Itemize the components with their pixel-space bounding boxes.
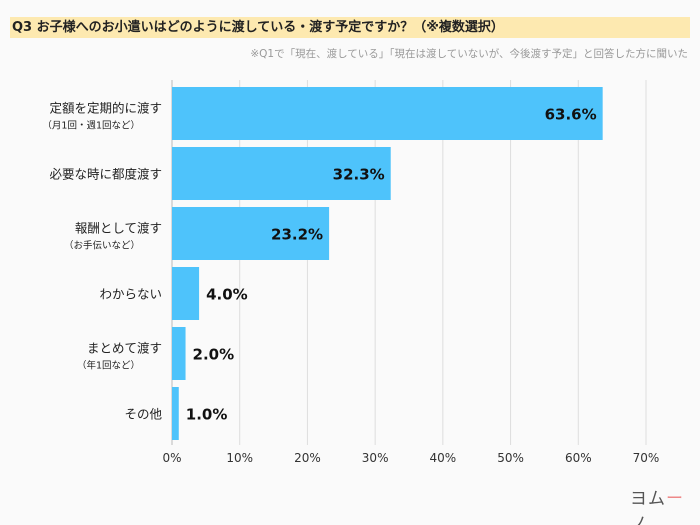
x-tick-label: 20% — [294, 451, 321, 465]
bar — [172, 267, 200, 320]
x-tick-label: 60% — [565, 451, 592, 465]
bar — [172, 147, 391, 200]
logo: ヨムーノ — [630, 489, 683, 525]
bar — [172, 207, 330, 260]
value-label: 23.2% — [271, 226, 323, 244]
category-label: 報酬として渡す — [75, 221, 162, 236]
value-label: 1.0% — [186, 406, 228, 424]
value-label: 4.0% — [206, 286, 248, 304]
value-label: 63.6% — [545, 106, 597, 124]
category-label: 定額を定期的に渡す — [49, 101, 162, 116]
value-label: 32.3% — [333, 166, 385, 184]
category-label: 必要な時に都度渡す — [49, 167, 162, 182]
bar — [172, 387, 179, 440]
x-tick-label: 50% — [497, 451, 524, 465]
bar — [172, 327, 186, 380]
category-label: まとめて渡す — [87, 341, 162, 356]
x-tick-label: 0% — [162, 451, 181, 465]
category-sublabel: （年1回など） — [77, 360, 140, 372]
chart-note: ※Q1で「現在、渡している」「現在は渡していないが、今後渡す予定」と回答した方に… — [250, 48, 688, 60]
category-sublabel: （月1回・週1回など） — [42, 120, 140, 132]
category-label: その他 — [124, 407, 162, 422]
x-tick-label: 30% — [362, 451, 389, 465]
chart-title: Q3 お子様へのお小遣いはどのように渡している・渡す予定ですか？（※複数選択） — [10, 17, 690, 38]
x-tick-label: 10% — [226, 451, 253, 465]
category-sublabel: （お手伝いなど） — [64, 240, 140, 252]
bar — [172, 87, 603, 140]
x-tick-label: 70% — [633, 451, 660, 465]
value-label: 2.0% — [193, 346, 235, 364]
x-tick-label: 40% — [430, 451, 457, 465]
category-label: わからない — [99, 287, 162, 302]
